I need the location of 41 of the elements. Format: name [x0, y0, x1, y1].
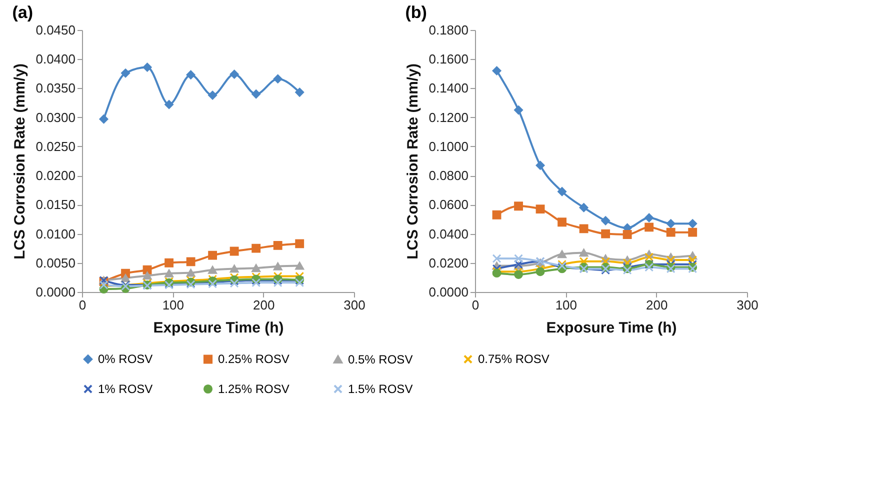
y-tick-label: 0.1600: [428, 52, 468, 67]
y-axis-title: LCS Corrosion Rate (mm/y): [12, 64, 29, 260]
y-axis-title: LCS Corrosion Rate (mm/y): [404, 64, 422, 260]
y-tick-label: 0.0250: [36, 138, 76, 154]
y-tick-label: 0.0800: [428, 168, 468, 184]
y-tick-label: 0.0400: [428, 226, 468, 242]
y-tick-label: 0.0000: [428, 284, 468, 300]
legend-label: 1.5% ROSV: [348, 382, 413, 396]
y-tick-label: 0.0100: [36, 226, 76, 242]
legend-label: 0.5% ROSV: [348, 352, 413, 366]
y-tick-label: 0.1400: [428, 80, 468, 96]
y-tick-label: 0.1200: [428, 110, 468, 125]
y-tick-label: 0.0200: [428, 255, 468, 270]
y-tick-label: 0.0050: [36, 255, 76, 270]
x-tick-label: 100: [555, 298, 578, 312]
legend-label: 0.75% ROSV: [478, 352, 550, 366]
x-tick-label: 0: [472, 298, 480, 312]
legend-label: 0.25% ROSV: [218, 352, 290, 366]
legend-label: 0% ROSV: [98, 352, 153, 366]
y-tick-label: 0.0400: [36, 52, 76, 67]
y-tick-label: 0.1000: [428, 138, 468, 154]
x-tick-label: 200: [252, 298, 275, 312]
x-tick-label: 200: [646, 298, 668, 312]
y-tick-label: 0.0000: [36, 284, 76, 300]
x-axis-title: Exposure Time (h): [153, 320, 284, 336]
y-tick-label: 0.0200: [36, 168, 76, 184]
chart-title: (b): [405, 3, 427, 22]
x-tick-label: 0: [78, 298, 86, 312]
y-tick-label: 0.0350: [36, 80, 76, 96]
y-tick-label: 0.0600: [428, 197, 468, 212]
y-tick-label: 0.1800: [428, 22, 468, 38]
x-tick-label: 300: [736, 298, 758, 312]
y-tick-label: 0.0300: [36, 110, 76, 125]
chart-title: (a): [12, 3, 34, 22]
x-axis-title: Exposure Time (h): [546, 320, 677, 336]
x-tick-label: 300: [344, 298, 366, 312]
y-tick-label: 0.0450: [36, 22, 76, 38]
y-tick-label: 0.0150: [36, 197, 76, 212]
x-tick-label: 100: [162, 298, 184, 312]
legend-label: 1% ROSV: [98, 382, 153, 396]
legend-label: 1.25% ROSV: [218, 382, 290, 396]
